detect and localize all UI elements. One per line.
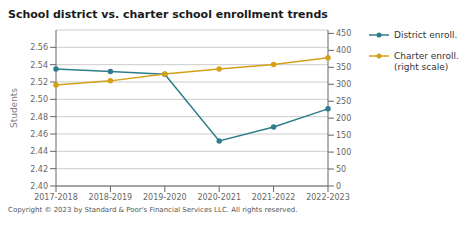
svg-text:450: 450 <box>336 29 351 38</box>
svg-text:2.52: 2.52 <box>30 78 48 87</box>
svg-text:2.56: 2.56 <box>30 43 48 52</box>
html-text:Charter enroll.: Charter enroll. <box>394 51 459 61</box>
html-text:(right scale): (right scale) <box>394 62 449 72</box>
svg-text:2.54: 2.54 <box>30 61 48 70</box>
html-text:District enroll.: District enroll. <box>394 30 458 40</box>
html-text:Copyright © 2023 by Standard &: Copyright © 2023 by Standard & Poor's Fi… <box>8 206 298 214</box>
svg-text:250: 250 <box>336 97 351 106</box>
svg-text:50: 50 <box>336 165 346 174</box>
svg-text:200: 200 <box>336 114 351 123</box>
svg-text:350: 350 <box>336 63 351 72</box>
svg-text:100: 100 <box>336 148 351 157</box>
svg-text:300: 300 <box>336 80 351 89</box>
svg-text:2017-2018: 2017-2018 <box>34 193 78 202</box>
svg-text:0: 0 <box>336 182 341 191</box>
svg-text:2.44: 2.44 <box>30 147 48 156</box>
svg-text:400: 400 <box>336 46 351 55</box>
html-text:School district vs. charter sc: School district vs. charter school enrol… <box>8 8 328 21</box>
svg-text:2.46: 2.46 <box>30 130 48 139</box>
svg-text:2022-2023: 2022-2023 <box>306 193 350 202</box>
svg-text:2.50: 2.50 <box>30 95 48 104</box>
svg-text:2.40: 2.40 <box>30 182 48 191</box>
svg-text:2018-2019: 2018-2019 <box>89 193 133 202</box>
svg-text:2019-2020: 2019-2020 <box>143 193 187 202</box>
svg-text:Students: Students <box>9 88 19 128</box>
svg-text:2.42: 2.42 <box>30 165 48 174</box>
svg-text:150: 150 <box>336 131 351 140</box>
svg-text:2021-2022: 2021-2022 <box>252 193 296 202</box>
svg-text:2.48: 2.48 <box>30 113 48 122</box>
svg-text:2020-2021: 2020-2021 <box>197 193 241 202</box>
